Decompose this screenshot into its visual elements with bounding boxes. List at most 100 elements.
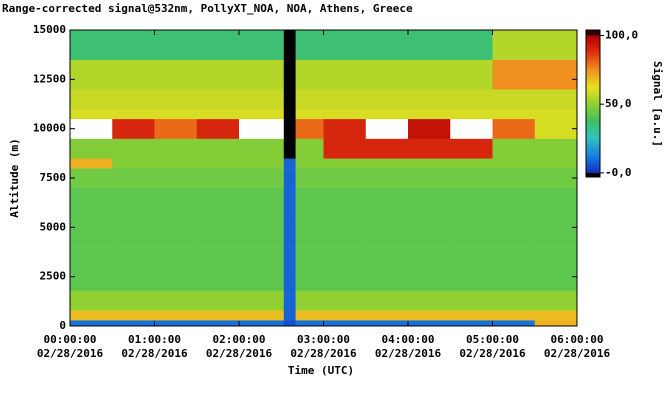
heatmap-cell bbox=[196, 290, 240, 311]
heatmap-cell bbox=[239, 276, 285, 291]
heatmap-cell bbox=[196, 138, 240, 159]
heatmap-cell bbox=[70, 310, 113, 321]
y-tick-label: 0 bbox=[59, 319, 66, 332]
heatmap-cell bbox=[365, 168, 409, 189]
heatmap-cell bbox=[239, 108, 285, 120]
heatmap-cell bbox=[492, 158, 536, 169]
x-tick-label: 03:00:00 bbox=[297, 333, 350, 346]
heatmap-cell bbox=[196, 310, 240, 321]
heatmap-cell bbox=[112, 158, 155, 169]
heatmap-cell bbox=[450, 158, 493, 169]
heatmap-cell bbox=[365, 310, 409, 321]
heatmap-cell bbox=[112, 247, 155, 277]
y-axis-label: Altitude (m) bbox=[8, 138, 21, 217]
heatmap-cell bbox=[112, 290, 155, 311]
heatmap-cell bbox=[323, 138, 367, 159]
heatmap-cell bbox=[534, 138, 578, 159]
x-tick-date: 02/28/2016 bbox=[121, 347, 188, 360]
heatmap-cell bbox=[239, 89, 285, 110]
colorbar-tick-label: 100,0 bbox=[605, 28, 638, 41]
heatmap-cell bbox=[408, 217, 451, 248]
heatmap-cell bbox=[408, 138, 451, 159]
colorbar-tick-label: -0,0 bbox=[605, 166, 632, 179]
heatmap-cell bbox=[295, 290, 324, 311]
heatmap-cell bbox=[450, 187, 493, 218]
heatmap-cell bbox=[492, 168, 536, 189]
heatmap-cell bbox=[112, 118, 155, 139]
heatmap-cell bbox=[365, 108, 409, 120]
heatmap-cell bbox=[154, 168, 198, 189]
heatmap-cell bbox=[365, 276, 409, 291]
heatmap-cell bbox=[70, 187, 113, 218]
heatmap-cell bbox=[154, 247, 198, 277]
heatmap-cell bbox=[295, 187, 324, 218]
heatmap-cell bbox=[408, 59, 451, 90]
heatmap-cell bbox=[365, 320, 409, 327]
heatmap-cell bbox=[492, 187, 536, 218]
heatmap-cell bbox=[450, 217, 493, 248]
heatmap-cell bbox=[450, 276, 493, 291]
heatmap-cell bbox=[70, 168, 113, 189]
heatmap-cell bbox=[196, 30, 240, 60]
heatmap-cell bbox=[408, 168, 451, 189]
heatmap-cell bbox=[295, 168, 324, 189]
heatmap-cell bbox=[534, 59, 578, 90]
heatmap-cell bbox=[450, 320, 493, 327]
heatmap-cell bbox=[365, 158, 409, 169]
heatmap-cell bbox=[492, 320, 536, 327]
heatmap-cell bbox=[196, 217, 240, 248]
heatmap-cell bbox=[295, 30, 324, 60]
heatmap-cell bbox=[239, 59, 285, 90]
heatmap-cell bbox=[196, 187, 240, 218]
heatmap-cell bbox=[492, 276, 536, 291]
heatmap-cell bbox=[323, 118, 367, 139]
heatmap-cell bbox=[70, 217, 113, 248]
heatmap-cell bbox=[112, 310, 155, 321]
heatmap-cell bbox=[323, 320, 367, 327]
heatmap-cell bbox=[283, 108, 296, 120]
heatmap-cell bbox=[295, 217, 324, 248]
heatmap-cell bbox=[154, 320, 198, 327]
heatmap-cell bbox=[154, 158, 198, 169]
heatmap-cell bbox=[239, 290, 285, 311]
heatmap-cell bbox=[112, 276, 155, 291]
heatmap-cell bbox=[283, 30, 296, 60]
heatmap-cell bbox=[239, 187, 285, 218]
heatmap-cell bbox=[295, 276, 324, 291]
heatmap-cell bbox=[323, 158, 367, 169]
heatmap-cell bbox=[196, 89, 240, 110]
heatmap-cell bbox=[154, 30, 198, 60]
heatmap-cell bbox=[323, 30, 367, 60]
chart-title: Range-corrected signal@532nm, PollyXT_NO… bbox=[2, 2, 413, 15]
heatmap-cell bbox=[239, 247, 285, 277]
heatmap-cell bbox=[283, 89, 296, 110]
heatmap-cell bbox=[534, 108, 578, 120]
heatmap-cell bbox=[112, 89, 155, 110]
heatmap-cell bbox=[450, 108, 493, 120]
heatmap-cell bbox=[283, 187, 296, 218]
heatmap-cell bbox=[196, 59, 240, 90]
heatmap-cell bbox=[295, 320, 324, 327]
heatmap-cell bbox=[408, 118, 451, 139]
heatmap-cell bbox=[283, 158, 296, 169]
heatmap-cell bbox=[154, 310, 198, 321]
heatmap-cell bbox=[154, 187, 198, 218]
x-tick-date: 02/28/2016 bbox=[206, 347, 273, 360]
heatmap-cell bbox=[70, 290, 113, 311]
heatmap-cell bbox=[295, 89, 324, 110]
heatmap-cell bbox=[492, 290, 536, 311]
heatmap-cell bbox=[154, 276, 198, 291]
heatmap-cell bbox=[239, 158, 285, 169]
heatmap-cell bbox=[112, 168, 155, 189]
heatmap-cell bbox=[154, 118, 198, 139]
heatmap-cell bbox=[196, 320, 240, 327]
heatmap-cell bbox=[408, 276, 451, 291]
heatmap-cell bbox=[408, 290, 451, 311]
heatmap-cell bbox=[239, 30, 285, 60]
heatmap-cell bbox=[365, 59, 409, 90]
heatmap-cell bbox=[295, 108, 324, 120]
heatmap-cell bbox=[450, 310, 493, 321]
heatmap-cell bbox=[70, 118, 113, 139]
heatmap-cell bbox=[283, 290, 296, 311]
heatmap-cell bbox=[112, 217, 155, 248]
